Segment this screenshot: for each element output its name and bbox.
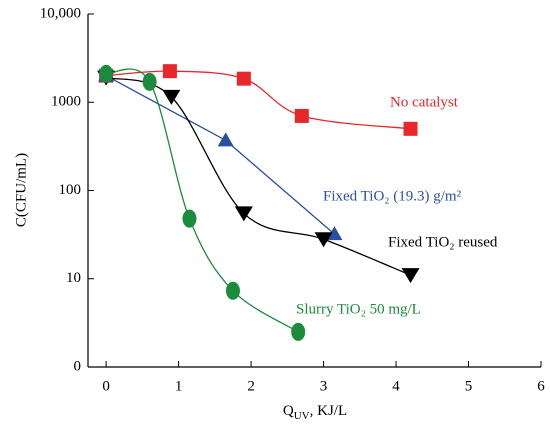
series-label: Fixed TiO₂ reused <box>388 234 498 250</box>
y-tick-label: 10 <box>66 270 81 286</box>
series-label: Fixed TiO₂ (19.3) g/m² <box>323 188 462 204</box>
series-label: Slurry TiO₂ 50 mg/L <box>296 301 421 317</box>
data-point <box>162 64 177 79</box>
x-tick-label: 2 <box>247 378 255 394</box>
data-point <box>401 268 420 284</box>
x-tick-label: 6 <box>537 378 545 394</box>
series-line <box>105 77 411 276</box>
x-tick-label: 1 <box>175 378 183 394</box>
x-label-part: , KJ/L <box>310 403 348 419</box>
data-point <box>294 108 309 123</box>
x-label-sub: UV <box>294 410 310 422</box>
data-point <box>217 132 234 147</box>
series-label: No catalyst <box>390 94 459 110</box>
y-tick-label: 100 <box>59 182 82 198</box>
data-point <box>403 121 418 136</box>
series-line <box>106 68 299 333</box>
y-axis-label: C(CFU/mL) <box>13 153 29 227</box>
x-tick-label: 3 <box>320 378 328 394</box>
x-label-part: Q <box>283 403 294 419</box>
y-tick-label: 0 <box>74 358 82 374</box>
y-tick-label: 1000 <box>51 94 81 110</box>
data-point <box>142 72 157 91</box>
data-point <box>314 232 333 248</box>
x-tick-label: 4 <box>392 378 400 394</box>
data-point <box>182 209 197 228</box>
data-point <box>291 322 306 341</box>
x-axis-label: QUV, KJ/L <box>283 403 347 421</box>
y-tick-label: 10,000 <box>40 5 81 21</box>
data-point <box>234 206 253 222</box>
series-line <box>105 75 335 235</box>
data-point <box>99 64 114 83</box>
data-point <box>326 226 343 241</box>
x-tick-label: 5 <box>465 378 473 394</box>
data-point <box>236 71 251 86</box>
data-point <box>162 89 181 105</box>
data-point <box>225 281 240 300</box>
x-tick-label: 0 <box>102 378 110 394</box>
